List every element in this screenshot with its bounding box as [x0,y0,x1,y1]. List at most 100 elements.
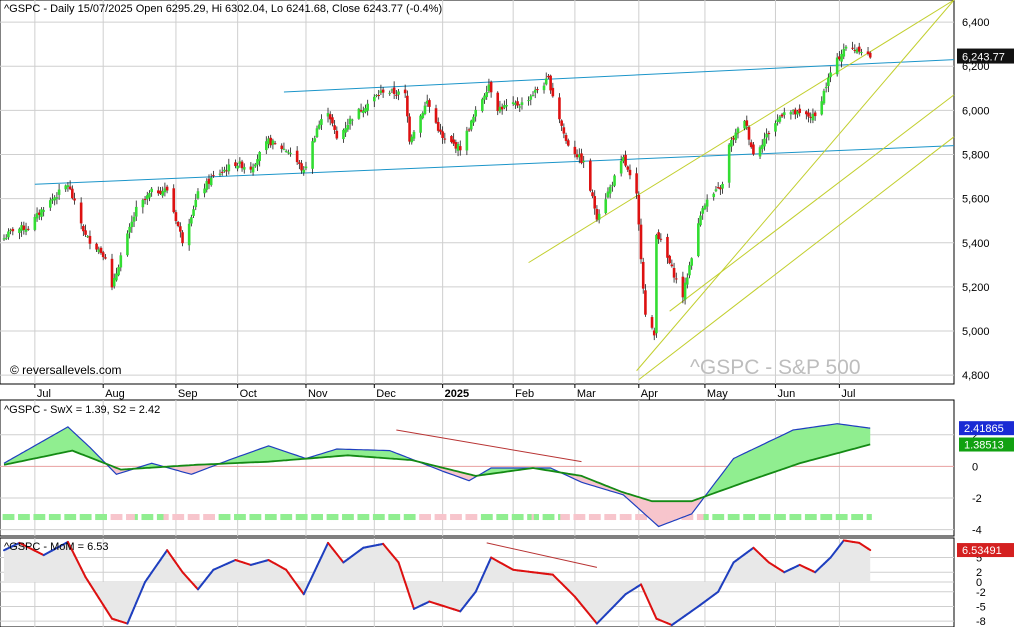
candle-body [252,167,255,172]
x-tick-label: Aug [105,388,125,400]
price-y-tick-label: 5,000 [962,326,990,338]
candle-body [142,200,145,207]
candle-body [126,233,129,255]
candle-body [102,252,105,257]
candle-body [221,172,224,173]
candle-body [424,106,427,114]
candle-body [668,256,671,263]
candle-body [798,109,801,113]
x-tick-label: Jul [841,388,855,400]
swing-y-tick-label: 0 [972,461,978,473]
swing-strip-cell [690,514,693,520]
candle-body [686,277,689,284]
swing-strip-cell [89,514,92,520]
candle-body [331,117,334,123]
candle-body [404,90,407,94]
swing-strip-cell [289,514,292,520]
candle-body [807,113,810,117]
candle-body [783,112,786,115]
candle-body [58,190,61,195]
candle-body [349,119,352,125]
candle-body [638,195,641,224]
x-tick-label: Apr [641,388,658,400]
candle-body [388,93,391,94]
candle-body [373,97,376,102]
candle-body [120,255,123,267]
candle-body [71,189,74,198]
swing-strip-cell [459,514,462,520]
candle-body [527,100,530,101]
swing-strip-cell [258,514,261,520]
candle-body [589,161,592,191]
candle-body [128,227,131,233]
candle-body [192,209,195,216]
candle-body [366,104,369,111]
candle-body [532,95,535,96]
candle-body [690,258,693,265]
candle-body [706,200,709,207]
swing-value-label: 2.41865 [964,423,1004,435]
candle-body [699,216,702,226]
candle-body [336,131,339,139]
candle-body [474,110,477,117]
price-y-tick-label: 6,000 [962,105,990,117]
swing-strip-cell [335,514,338,520]
candle-body [593,196,596,208]
candle-body [243,167,246,169]
candle-body [104,257,107,258]
candle-body [609,187,612,194]
swing-value-label: 1.38513 [964,440,1004,452]
candle-body [144,199,147,200]
swing-strip-cell [212,514,215,520]
candle-body [300,163,303,170]
swing-strip-cell [366,514,369,520]
candle-body [629,170,632,175]
candle-body [712,194,715,197]
swing-strip-cell [413,514,416,520]
candle-body [644,290,647,314]
swing-strip-cell [150,514,153,520]
swing-strip-cell [783,514,786,520]
swing-strip-cell [845,514,848,520]
x-tick-label: Jun [777,388,795,400]
candle-body [234,162,237,166]
swing-strip-cell [798,514,801,520]
candle-body [825,87,828,88]
candle-body [582,161,585,162]
candle-body [730,140,733,147]
candle-body [228,164,231,171]
price-y-tick-label: 4,800 [962,370,990,382]
candle-body [567,140,570,145]
candle-body [516,101,519,105]
swing-strip-cell [737,514,740,520]
swing-y-tick-label: -4 [972,525,982,537]
candle-body [5,238,8,239]
candle-body [188,224,191,245]
swing-strip-cell [243,514,246,520]
candle-body [829,73,832,78]
swing-strip-cell [305,514,308,520]
candle-body [763,139,766,147]
swing-strip-cell [582,514,585,520]
price-y-tick-label: 5,400 [962,238,990,250]
price-header: ^GSPC - Daily 15/07/2025 Open 6295.29, H… [4,3,442,15]
last-value-label: 6,243.77 [962,52,1005,64]
swing-strip-cell [474,514,477,520]
candle-body [302,170,305,173]
candle-body [790,112,793,114]
swing-strip-cell [104,514,107,520]
credit-text: © reversallevels.com [10,363,122,377]
candle-body [560,120,563,125]
candle-body [552,88,555,96]
candle-body [177,222,180,226]
candle-body [721,184,724,189]
candle-body [827,77,830,86]
candle-body [640,225,643,260]
swing-strip-cell [73,514,76,520]
swing-strip-cell [197,514,200,520]
candle-body [397,91,400,94]
x-tick-label: 2025 [445,388,469,400]
candle-body [466,131,469,151]
x-tick-label: Sep [178,388,198,400]
candle-body [210,178,213,185]
